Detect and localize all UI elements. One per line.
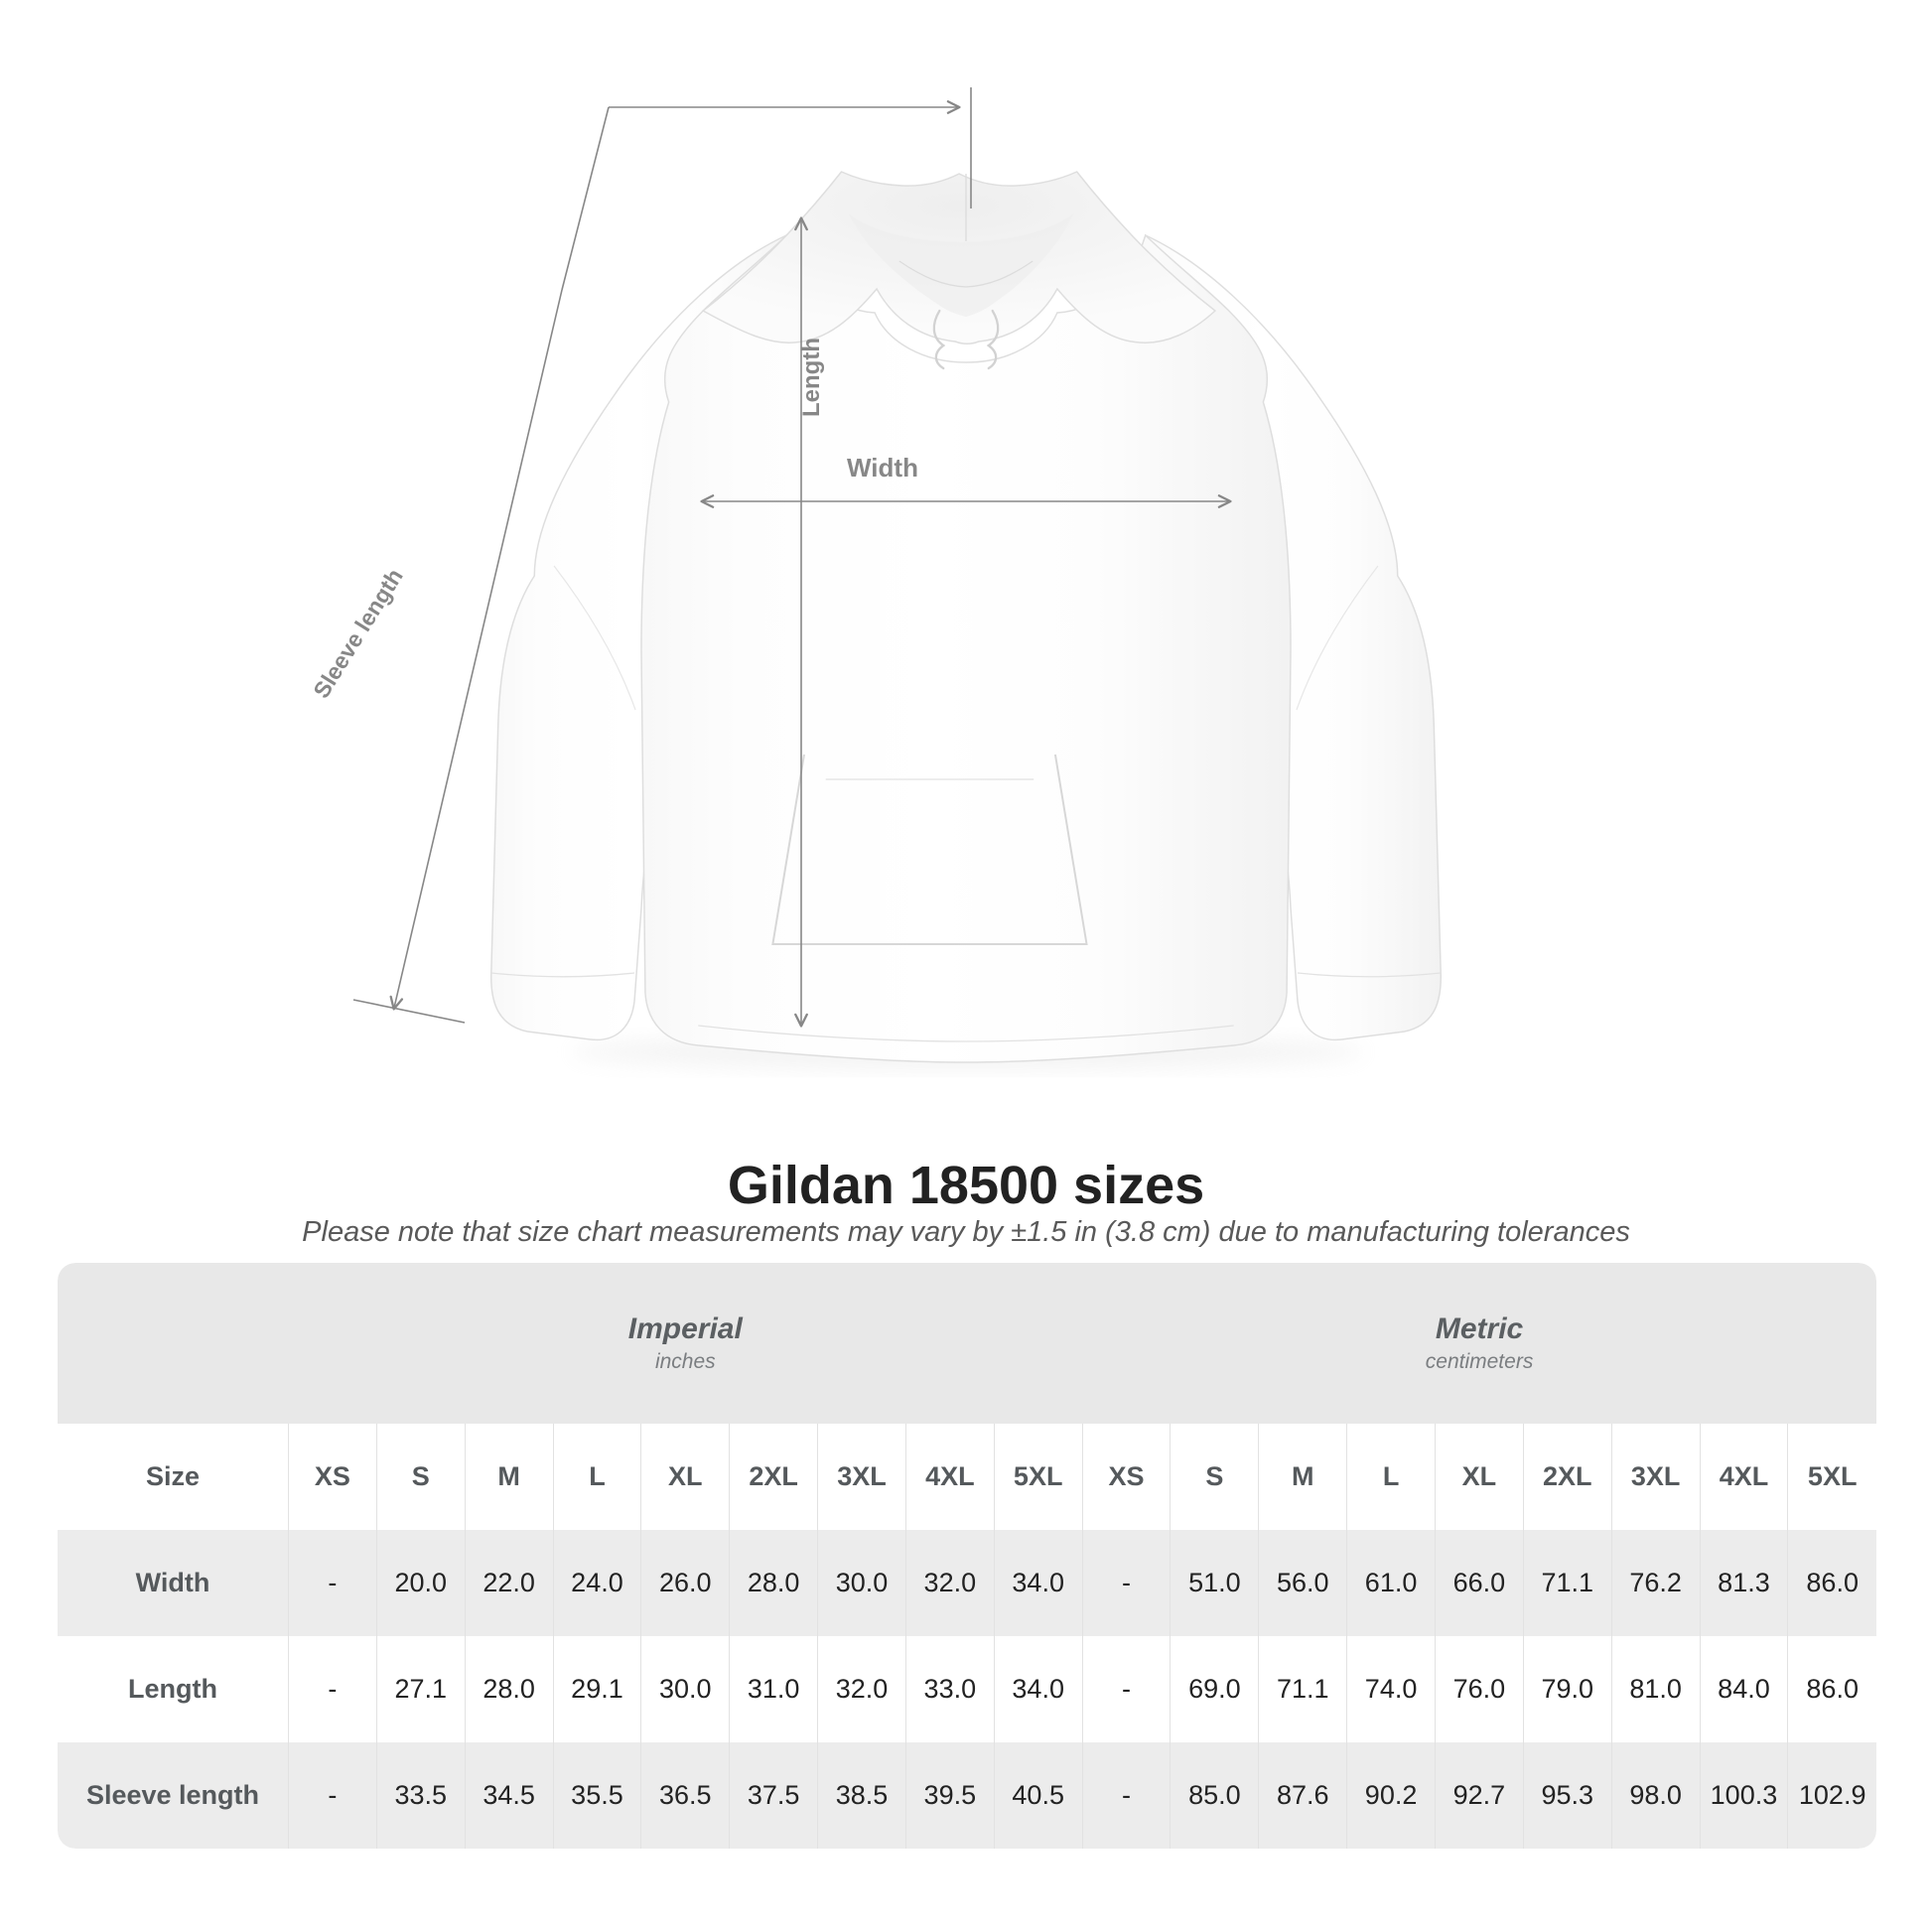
svg-text:Length: Length <box>798 338 825 417</box>
svg-text:Sleeve length: Sleeve length <box>308 564 408 703</box>
svg-text:Width: Width <box>847 453 918 483</box>
